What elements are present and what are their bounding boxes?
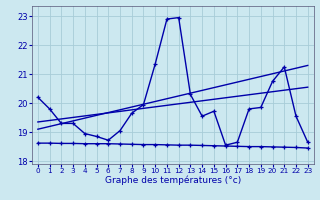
X-axis label: Graphe des températures (°c): Graphe des températures (°c) <box>105 176 241 185</box>
